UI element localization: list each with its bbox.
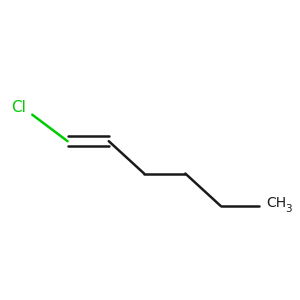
Text: 3: 3: [285, 204, 292, 214]
Text: CH: CH: [266, 196, 286, 210]
Text: Cl: Cl: [11, 100, 26, 115]
